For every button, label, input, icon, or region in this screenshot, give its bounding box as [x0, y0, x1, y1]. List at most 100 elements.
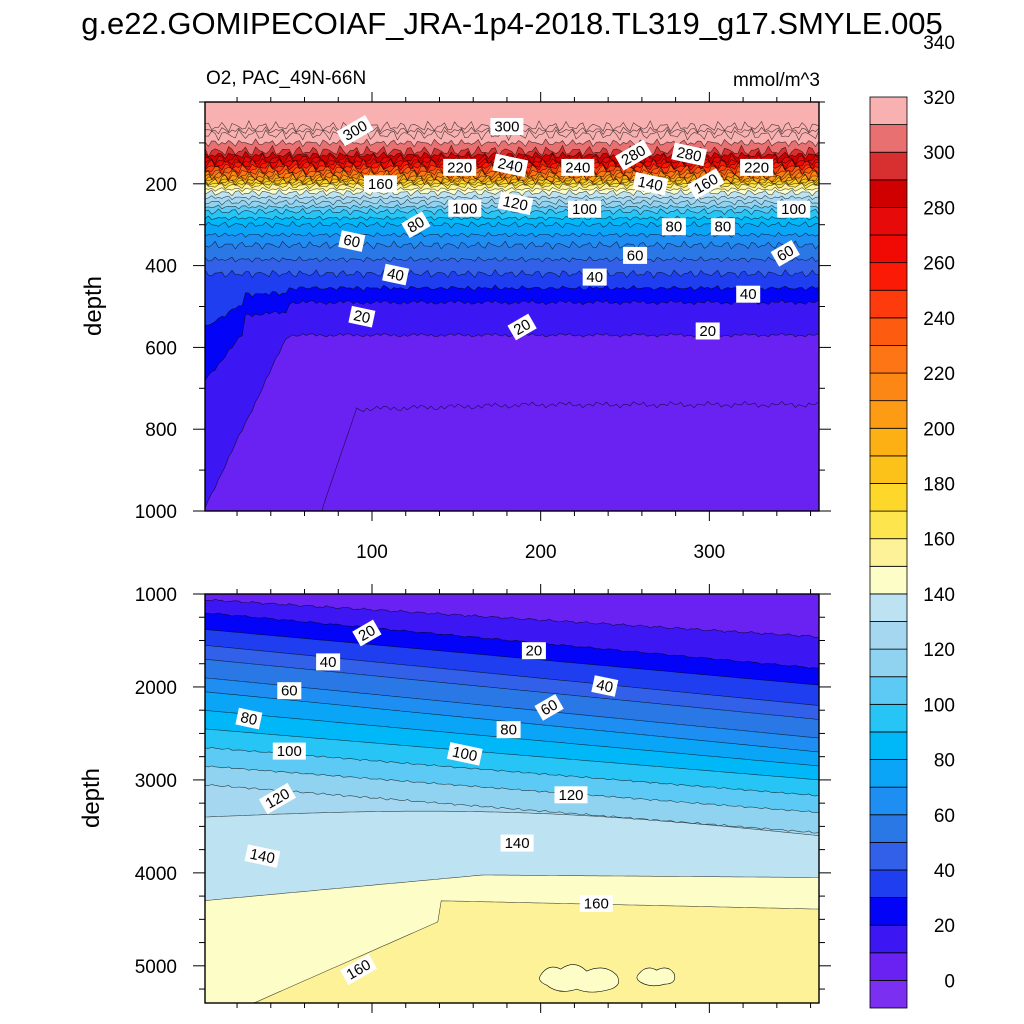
contour-label: 20 [352, 619, 382, 647]
y-tick-label: 1000 [135, 585, 177, 606]
svg-text:220: 220 [447, 159, 472, 176]
colorbar-swatch [869, 731, 908, 760]
svg-text:20: 20 [352, 307, 372, 327]
colorbar-swatch [869, 289, 908, 319]
svg-text:20: 20 [511, 316, 534, 339]
colorbar-swatch [869, 317, 908, 346]
svg-text:140: 140 [505, 835, 530, 852]
contour-label: 100 [568, 200, 601, 218]
contour-label: 40 [382, 263, 410, 286]
svg-text:240: 240 [496, 155, 524, 177]
colorbar-tick-label: 140 [923, 585, 955, 606]
contour-label: 100 [272, 742, 306, 760]
svg-text:280: 280 [675, 144, 703, 166]
x-tick-label: 200 [525, 542, 557, 563]
contour-label: 240 [492, 153, 529, 178]
colorbar-swatch [869, 455, 908, 484]
contour-label: 80 [710, 218, 735, 236]
contour-label: 140 [244, 844, 281, 868]
colorbar-tick-label: 320 [923, 88, 955, 109]
y-tick-label: 3000 [135, 771, 177, 792]
svg-text:160: 160 [368, 176, 393, 193]
svg-text:100: 100 [452, 200, 477, 217]
colorbar-tick-label: 160 [923, 530, 955, 551]
svg-text:120: 120 [558, 787, 583, 804]
colorbar-swatch [869, 924, 908, 954]
colorbar-tick-label: 100 [923, 695, 955, 716]
svg-text:40: 40 [586, 269, 603, 286]
colorbar-swatch [869, 124, 908, 153]
contour-label: 20 [507, 313, 537, 341]
lower-ylabel: depth [78, 768, 105, 828]
svg-text:40: 40 [740, 286, 757, 303]
upper-right-title: mmol/m^3 [733, 70, 820, 91]
svg-text:100: 100 [572, 201, 597, 218]
contour-label: 100 [777, 200, 811, 218]
high-o2-patch [539, 964, 676, 993]
svg-text:80: 80 [715, 219, 732, 236]
colorbar-tick-label: 120 [923, 640, 955, 661]
colorbar-tick-label: 0 [944, 971, 955, 992]
contour-label: 40 [591, 675, 619, 697]
colorbar-tick-label: 80 [934, 751, 955, 772]
colorbar-swatch [869, 400, 908, 429]
svg-text:140: 140 [248, 846, 276, 868]
contour-label: 280 [671, 142, 708, 167]
colorbar-swatch [869, 96, 908, 126]
svg-text:40: 40 [386, 265, 406, 285]
colorbar-swatch [869, 869, 908, 898]
contour-label: 40 [736, 285, 761, 303]
colorbar-swatch [869, 979, 908, 1009]
contour-label: 20 [348, 305, 376, 328]
svg-text:100: 100 [277, 743, 302, 760]
colorbar-swatch [869, 538, 908, 567]
svg-text:80: 80 [239, 709, 259, 729]
colorbar-tick-label: 300 [923, 143, 955, 164]
colorbar-swatch [869, 703, 908, 733]
colorbar-swatch [869, 372, 908, 402]
colorbar-swatch [869, 207, 908, 236]
colorbar-swatch [869, 345, 908, 374]
colorbar-swatch [869, 786, 908, 816]
colorbar-swatch [869, 179, 908, 208]
colorbar-swatch [869, 759, 908, 788]
colorbar-tick-label: 20 [934, 916, 955, 937]
contour-label: 60 [277, 682, 302, 700]
colorbar-tick-label: 220 [923, 364, 955, 385]
svg-text:40: 40 [595, 676, 615, 696]
svg-text:300: 300 [494, 119, 519, 136]
contour-label: 120 [554, 786, 588, 804]
svg-text:240: 240 [565, 159, 590, 176]
axes: 100 200 300 200 400 600 800 1000 1000 2000 3000 400… [135, 92, 831, 1013]
svg-text:60: 60 [342, 232, 362, 252]
colorbar-tick-label: 280 [923, 198, 955, 219]
svg-text:160: 160 [584, 896, 609, 913]
colorbar-swatch [869, 648, 908, 678]
colorbar-swatch [869, 621, 908, 650]
upper-left-title: O2, PAC_49N-66N [206, 68, 366, 89]
x-tick-label: 100 [356, 542, 388, 563]
y-tick-label: 5000 [135, 957, 177, 978]
colorbar-swatch [869, 593, 908, 622]
contour-label: 100 [448, 199, 482, 217]
lower-plot-frame [204, 593, 820, 1004]
svg-text:100: 100 [451, 743, 479, 765]
contour-label: 120 [497, 191, 534, 216]
colorbar-tick-label: 340 [923, 33, 955, 54]
x-tick-label: 300 [694, 542, 726, 563]
contour-label: 20 [695, 322, 720, 340]
contour-label: 160 [363, 175, 397, 193]
y-tick-label: 600 [145, 338, 177, 359]
contour-label: 60 [534, 694, 564, 721]
colorbar: 0 20 40 60 80 100 120 140 160 180 200 220 240 260 280 3… [869, 33, 955, 1009]
chart-title: g.e22.GOMIPECOIAF_JRA-1p4-2018.TL319_g17… [81, 6, 943, 41]
colorbar-swatch [869, 483, 908, 512]
contour-label: 140 [632, 172, 669, 196]
svg-text:80: 80 [666, 219, 683, 236]
colorbar-swatch [869, 565, 908, 595]
colorbar-tick-label: 60 [934, 806, 955, 827]
colorbar-swatch [869, 897, 908, 926]
contour-label: 100 [446, 742, 483, 766]
